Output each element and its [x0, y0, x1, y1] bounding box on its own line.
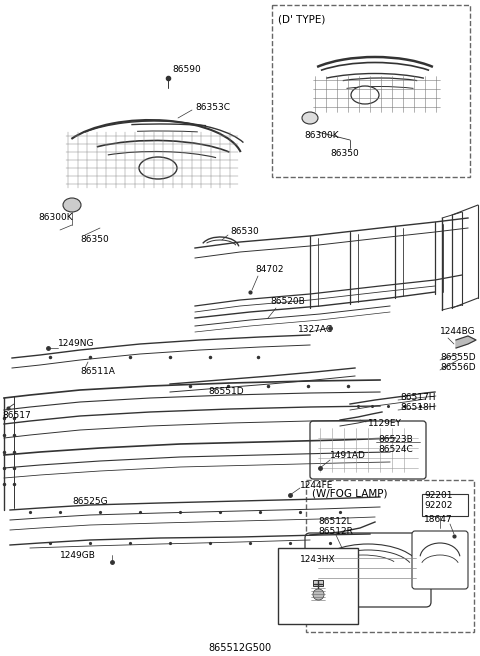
- Text: 1327AC: 1327AC: [298, 325, 333, 335]
- Text: 86551D: 86551D: [208, 388, 244, 396]
- Text: 86556D: 86556D: [440, 363, 476, 373]
- FancyBboxPatch shape: [412, 531, 468, 589]
- Text: 92202: 92202: [424, 501, 452, 510]
- Bar: [422, 494, 468, 516]
- Text: 86512L: 86512L: [318, 518, 352, 527]
- Text: 86517: 86517: [2, 411, 31, 420]
- Text: 86512R: 86512R: [318, 527, 353, 537]
- FancyBboxPatch shape: [272, 5, 470, 177]
- Text: 1243HX: 1243HX: [300, 556, 336, 565]
- Polygon shape: [456, 336, 476, 348]
- FancyBboxPatch shape: [306, 480, 474, 632]
- Text: 86353C: 86353C: [195, 104, 230, 112]
- FancyBboxPatch shape: [310, 421, 426, 479]
- Text: 86520B: 86520B: [270, 298, 305, 306]
- Text: 1244FE: 1244FE: [300, 480, 334, 489]
- Text: 1249GB: 1249GB: [60, 550, 96, 560]
- Text: 1129EY: 1129EY: [368, 419, 402, 428]
- Text: 86300K: 86300K: [38, 213, 72, 222]
- Text: 865512G500: 865512G500: [208, 643, 272, 653]
- Text: 18647: 18647: [424, 516, 453, 525]
- Text: 86350: 86350: [330, 150, 359, 159]
- Ellipse shape: [139, 157, 177, 179]
- Text: 1244BG: 1244BG: [440, 327, 476, 337]
- Text: 84702: 84702: [255, 266, 284, 274]
- Text: 86350: 86350: [80, 236, 109, 245]
- Text: 86555D: 86555D: [440, 354, 476, 363]
- FancyBboxPatch shape: [305, 533, 431, 607]
- Text: 86300K: 86300K: [304, 131, 338, 140]
- Text: 86590: 86590: [172, 66, 201, 75]
- Text: 86525G: 86525G: [72, 497, 108, 506]
- Ellipse shape: [351, 86, 379, 104]
- Text: 92201: 92201: [424, 491, 453, 501]
- Bar: [313, 580, 323, 586]
- Text: 1249NG: 1249NG: [58, 340, 95, 348]
- Ellipse shape: [63, 198, 81, 212]
- Text: 86518H: 86518H: [400, 403, 435, 413]
- Text: (W/FOG LAMP): (W/FOG LAMP): [312, 489, 387, 499]
- Text: 86523B: 86523B: [378, 436, 413, 445]
- Text: 86530: 86530: [230, 228, 259, 237]
- Text: 86524C: 86524C: [378, 445, 413, 455]
- Ellipse shape: [302, 112, 318, 124]
- Text: 86511A: 86511A: [80, 367, 115, 377]
- Text: (D' TYPE): (D' TYPE): [278, 14, 325, 24]
- Text: 1491AD: 1491AD: [330, 451, 366, 461]
- Bar: [278, 548, 358, 624]
- Text: 86517H: 86517H: [400, 394, 435, 403]
